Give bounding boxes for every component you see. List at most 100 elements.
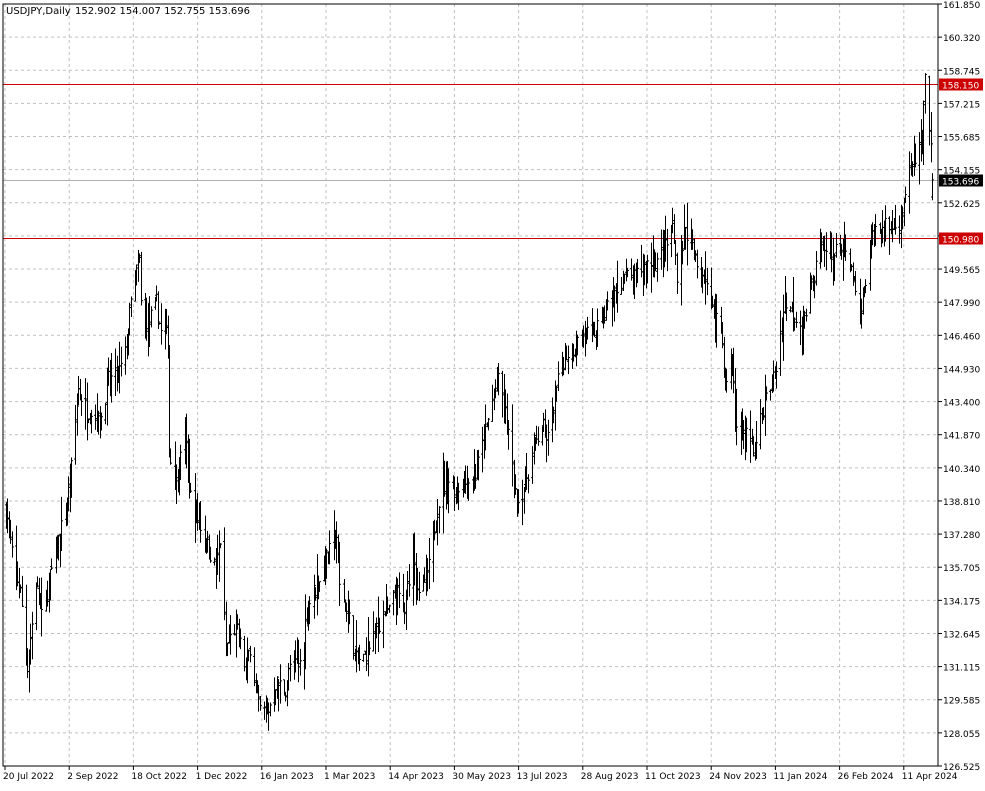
ohlc-bar — [21, 575, 24, 608]
time-axis: 20 Jul 2022 2 Sep 2022 18 Oct 2022 1 Dec 20… — [3, 766, 958, 782]
ohlc-bar — [263, 701, 266, 720]
ohlc-bar — [681, 240, 684, 265]
ohlc-bar — [620, 277, 623, 295]
ohlc-bar — [35, 582, 38, 631]
ohlc-bar — [874, 214, 877, 246]
ohlc-bar — [120, 346, 123, 377]
ohlc-bar — [630, 258, 633, 281]
price-tick-label: 126.525 — [943, 763, 980, 773]
ohlc-bar — [694, 250, 697, 263]
ohlc-bar — [196, 493, 199, 531]
ohlc-bar — [110, 353, 113, 403]
ohlc-bar — [287, 662, 290, 691]
ohlc-bar — [830, 232, 833, 273]
ohlc-bar — [930, 111, 933, 163]
price-tick-label: 157.215 — [943, 100, 980, 110]
ohlc-bar — [398, 572, 401, 608]
ohlc-bar — [491, 384, 494, 422]
ohlc-bar — [253, 647, 256, 687]
ohlc-bar — [467, 478, 470, 501]
ohlc-bar — [375, 617, 378, 639]
ohlc-bar — [314, 587, 317, 601]
ohlc-bar — [487, 418, 490, 431]
ohlc-bar — [138, 253, 141, 263]
ohlc-bar — [603, 305, 606, 324]
ohlc-bar — [769, 389, 772, 401]
ohlc-bar — [372, 611, 375, 652]
ohlc-bar — [684, 226, 687, 250]
ohlc-bar — [169, 448, 172, 465]
ohlc-bar — [189, 482, 192, 494]
ohlc-bar — [686, 202, 689, 266]
time-tick-label: 13 Jul 2023 — [517, 772, 568, 782]
ohlc-bar — [40, 577, 43, 637]
ohlc-bar — [860, 298, 863, 329]
ohlc-bar — [60, 496, 63, 552]
ohlc-bar — [19, 584, 22, 593]
ohlc-bar — [623, 273, 626, 284]
ohlc-bar — [810, 275, 813, 290]
ohlc-bar — [269, 702, 272, 717]
price-axis: 161.850 160.320 158.745 157.215 155.685 154.1… — [938, 1, 980, 773]
ohlc-bar — [9, 519, 12, 544]
price-tick-label: 140.340 — [943, 465, 980, 475]
ohlc-bar — [213, 557, 216, 566]
ohlc-readout: 152.902 154.007 152.755 153.696 — [75, 6, 250, 17]
price-tick-label: 144.930 — [943, 365, 980, 375]
ohlc-bar — [833, 253, 836, 282]
level-label: 158.150 — [942, 82, 979, 92]
time-tick-label: 1 Dec 2022 — [196, 772, 248, 782]
ohlc-bar — [477, 449, 480, 481]
ohlc-bar — [593, 321, 596, 338]
ohlc-bar — [148, 296, 151, 348]
ohlc-bar — [805, 308, 808, 322]
ohlc-bar — [596, 308, 599, 347]
ohlc-bar — [403, 602, 406, 625]
ohlc-bar — [396, 578, 399, 616]
time-tick-label: 11 Oct 2023 — [645, 772, 701, 782]
ohlc-bar — [11, 531, 14, 558]
ohlc-bar — [308, 596, 311, 625]
time-tick-label: 18 Oct 2022 — [131, 772, 187, 782]
ohlc-bar — [793, 317, 796, 331]
ohlc-bar — [206, 530, 209, 553]
horizontal-levels — [3, 84, 938, 239]
price-tick-label: 137.280 — [943, 531, 980, 541]
ohlc-bar — [388, 604, 391, 613]
price-tick-label: 152.625 — [943, 200, 980, 210]
ohlc-bar — [671, 207, 674, 234]
ohlc-bar — [297, 639, 300, 683]
time-tick-label: 24 Nov 2023 — [709, 772, 767, 782]
ohlc-bar — [521, 479, 524, 526]
ohlc-bar — [392, 589, 395, 616]
ohlc-bar — [762, 407, 765, 421]
ohlc-bar — [901, 206, 904, 230]
ohlc-bar — [864, 279, 867, 294]
ohlc-bar — [928, 75, 931, 146]
ohlc-bar — [643, 254, 646, 286]
ohlc-bar — [527, 474, 530, 494]
ohlc-bar — [576, 334, 579, 356]
ohlc-bar — [130, 296, 133, 318]
ohlc-bar — [650, 242, 653, 293]
ohlc-bar — [114, 348, 117, 397]
ohlc-bar — [57, 534, 60, 561]
ohlc-bar — [80, 394, 83, 416]
ohlc-bar — [572, 343, 575, 362]
ohlc-bar — [355, 620, 358, 673]
ohlc-bar — [844, 234, 847, 261]
time-tick-label: 16 Jan 2023 — [260, 772, 314, 782]
ohlc-bar — [199, 500, 202, 543]
ohlc-bar — [46, 580, 49, 607]
ohlc-bar — [835, 233, 838, 258]
ohlc-bar — [517, 489, 520, 514]
ohlc-bar — [247, 649, 250, 662]
ohlc-bar — [474, 464, 477, 489]
ohlc-bar — [701, 267, 704, 294]
ohlc-bar — [676, 252, 679, 295]
ohlc-bar — [438, 506, 441, 534]
ohlc-bar — [284, 692, 287, 702]
ohlc-bar — [852, 262, 855, 286]
